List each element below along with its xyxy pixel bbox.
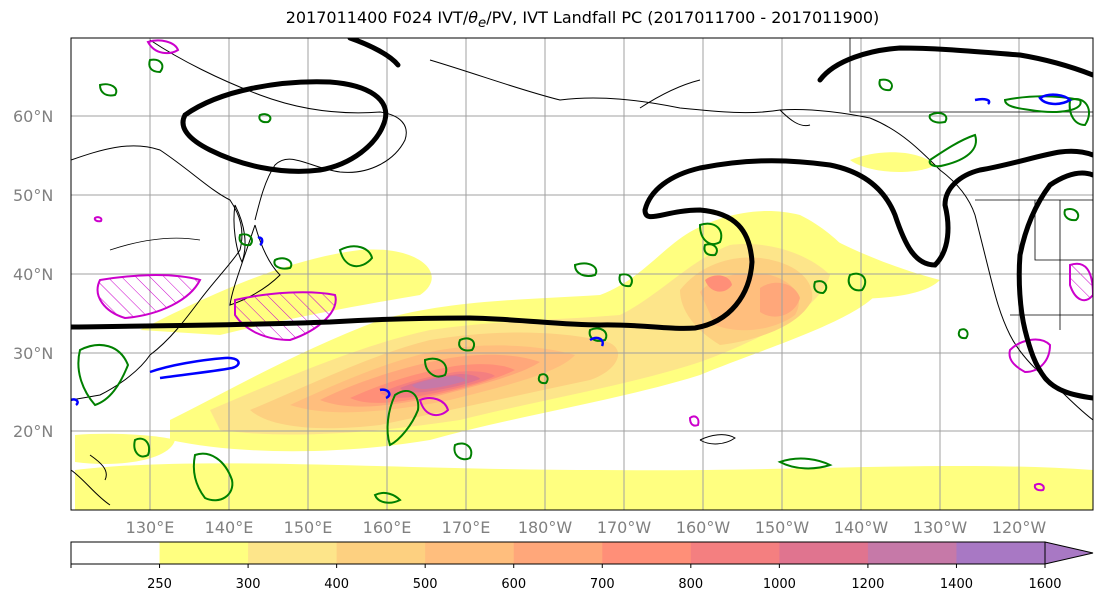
- lon-label-150e: 150°E: [284, 518, 333, 537]
- lon-label-150w: 150°W: [755, 518, 810, 537]
- lon-label-140w: 140°W: [834, 518, 889, 537]
- lon-label-130e: 130°E: [126, 518, 175, 537]
- colorbar-segments: [71, 542, 1046, 564]
- lon-label-170w: 170°W: [597, 518, 652, 537]
- colorbar-extend-arrow: [1044, 541, 1094, 565]
- theta-e-contours: [77, 58, 1090, 504]
- lat-label-50: 50°N: [13, 186, 53, 205]
- colorbar-tick-label: 300: [236, 577, 261, 592]
- lon-label-180w: 180°W: [518, 518, 573, 537]
- colorbar-segment: [248, 542, 338, 564]
- pv-magenta-contours: [93, 39, 1093, 492]
- lon-label-130w: 130°W: [913, 518, 968, 537]
- map-layer: [71, 38, 1093, 510]
- pv-blue-contours: [71, 93, 1073, 406]
- colorbar-segment: [513, 542, 603, 564]
- borders: [109, 38, 1093, 330]
- lat-label-40: 40°N: [13, 265, 53, 284]
- colorbar-tick-label: 800: [678, 577, 703, 592]
- colorbar-tick-label: 250: [147, 577, 172, 592]
- colorbar-tick-label: 1200: [851, 577, 884, 592]
- map-title: 2017011400 F024 IVT/θe/PV, IVT Landfall …: [285, 8, 880, 32]
- lon-label-160w: 160°W: [676, 518, 731, 537]
- map-border: [70, 37, 1094, 511]
- longitude-labels: 130°E 140°E 150°E 160°E 170°E 180°W 170°…: [126, 518, 1047, 537]
- colorbar-segment: [159, 542, 249, 564]
- colorbar-tick-label: 1600: [1028, 577, 1061, 592]
- lon-label-140e: 140°E: [205, 518, 254, 537]
- ivt-shading: [75, 152, 1093, 510]
- colorbar-segment: [867, 542, 957, 564]
- lon-label-170e: 170°E: [442, 518, 491, 537]
- colorbar-segment: [690, 542, 780, 564]
- colorbar-labels: 250 300 400 500 600 700 800 1000 1200 1400 1600: [147, 577, 1061, 592]
- colorbar-segment: [336, 542, 426, 564]
- lat-label-30: 30°N: [13, 344, 53, 363]
- colorbar-tick-label: 700: [590, 577, 615, 592]
- lat-label-60: 60°N: [13, 107, 53, 126]
- colorbar-tick-label: 500: [413, 577, 438, 592]
- latitude-labels: 60°N 50°N 40°N 30°N 20°N: [13, 107, 53, 441]
- colorbar-ticks: [70, 564, 1046, 568]
- colorbar-tick-label: 400: [324, 577, 349, 592]
- colorbar: 250 300 400 500 600 700 800 1000 1200 1400 1600: [70, 541, 1094, 592]
- colorbar-segment: [602, 542, 692, 564]
- lat-label-20: 20°N: [13, 422, 53, 441]
- colorbar-tick-label: 1400: [940, 577, 973, 592]
- lon-label-120w: 120°W: [992, 518, 1047, 537]
- ivt-landfall-contours: [71, 38, 1093, 401]
- colorbar-outline: [70, 541, 1046, 565]
- colorbar-segment: [956, 542, 1046, 564]
- colorbar-segment: [779, 542, 869, 564]
- colorbar-tick-label: 600: [501, 577, 526, 592]
- colorbar-segment: [425, 542, 515, 564]
- lon-label-160e: 160°E: [363, 518, 412, 537]
- colorbar-tick-label: 1000: [763, 577, 796, 592]
- colorbar-segment: [71, 542, 161, 564]
